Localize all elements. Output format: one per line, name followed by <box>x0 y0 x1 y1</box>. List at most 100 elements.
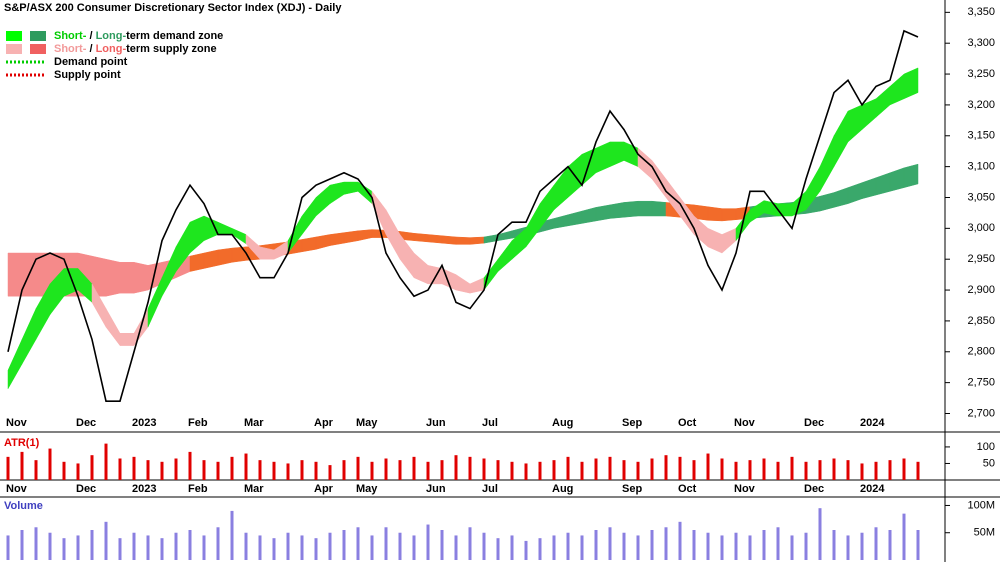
bar <box>104 443 108 480</box>
zone-band <box>441 235 457 245</box>
bar <box>20 530 24 560</box>
bar <box>902 458 906 480</box>
x-tick-label: 2023 <box>132 483 156 495</box>
zone-band <box>903 67 919 100</box>
legend-text: / <box>86 30 95 42</box>
bar <box>636 535 640 560</box>
legend-swatch <box>30 31 46 41</box>
bar <box>76 463 80 480</box>
bar <box>692 460 696 480</box>
bar <box>272 461 276 480</box>
x-tick-label: 2024 <box>860 417 885 429</box>
bar <box>328 465 332 480</box>
zone-band <box>413 233 429 243</box>
x-tick-label: Oct <box>678 483 697 495</box>
bar <box>146 535 150 560</box>
zone-band <box>343 230 359 244</box>
legend-text: Demand point <box>54 56 128 68</box>
bar <box>832 458 836 480</box>
bar <box>384 458 388 480</box>
bar <box>34 527 38 560</box>
bar <box>188 530 192 560</box>
bar <box>342 460 346 480</box>
bar <box>510 535 514 560</box>
bar <box>804 461 808 480</box>
bar <box>384 527 388 560</box>
bar <box>818 460 822 480</box>
bar <box>636 461 640 480</box>
bar <box>426 461 430 480</box>
bar <box>76 535 80 560</box>
y-tick-label: 2,900 <box>967 284 995 296</box>
zone-band <box>119 333 135 346</box>
bar <box>90 455 94 480</box>
bar <box>860 463 864 480</box>
bar <box>6 456 10 480</box>
bar <box>776 461 780 480</box>
bar <box>720 458 724 480</box>
bar <box>804 532 808 560</box>
y-tick-label: 2,850 <box>967 315 995 327</box>
bar <box>538 461 542 480</box>
bar <box>678 521 682 560</box>
x-tick-label: 2023 <box>132 417 156 429</box>
bar <box>650 530 654 560</box>
bar <box>412 456 416 480</box>
zone-band <box>189 252 205 272</box>
bar <box>832 530 836 560</box>
bar <box>440 460 444 480</box>
legend-text: term supply zone <box>126 43 216 55</box>
legend-text: Long- <box>96 30 127 42</box>
legend-text: Short- <box>54 43 87 55</box>
x-tick-label: Apr <box>314 483 334 495</box>
zone-band <box>595 204 611 222</box>
bar <box>370 461 374 480</box>
x-tick-label: Mar <box>244 417 264 429</box>
x-tick-label: Sep <box>622 483 642 495</box>
x-tick-label: Aug <box>552 417 573 429</box>
bar <box>202 460 206 480</box>
bar <box>272 538 276 560</box>
bar <box>846 460 850 480</box>
bar <box>916 461 920 480</box>
bar <box>398 460 402 480</box>
bar <box>160 538 164 560</box>
x-tick-label: Jun <box>426 483 446 495</box>
zone-band <box>217 247 233 266</box>
bar <box>202 535 206 560</box>
bar <box>48 532 52 560</box>
zone-band <box>119 262 135 294</box>
zone-band <box>721 208 737 222</box>
bar <box>34 460 38 480</box>
legend-swatch <box>6 44 22 54</box>
zone-band <box>105 258 121 297</box>
bar <box>594 530 598 560</box>
panel-title: Volume <box>4 500 43 512</box>
bar <box>538 538 542 560</box>
y-tick-label: 50M <box>974 527 995 539</box>
x-tick-label: Jul <box>482 483 498 495</box>
chart-title: S&P/ASX 200 Consumer Discretionary Secto… <box>4 2 342 14</box>
bar <box>468 527 472 560</box>
bar <box>328 532 332 560</box>
bar <box>412 535 416 560</box>
bar <box>566 532 570 560</box>
bar <box>146 460 150 480</box>
bar <box>300 460 304 480</box>
zone-band <box>903 163 919 188</box>
legend-text: / <box>86 43 95 55</box>
bar <box>720 535 724 560</box>
x-tick-label: Jun <box>426 417 446 429</box>
x-tick-label: Dec <box>76 483 96 495</box>
bar <box>622 532 626 560</box>
bar <box>622 460 626 480</box>
bar <box>706 453 710 480</box>
bar <box>608 456 612 480</box>
x-tick-label: Mar <box>244 483 264 495</box>
bar <box>258 460 262 480</box>
bar <box>468 456 472 480</box>
legend-label: Short- / Long-term supply zone <box>54 43 217 55</box>
bar <box>860 532 864 560</box>
bar <box>790 456 794 480</box>
